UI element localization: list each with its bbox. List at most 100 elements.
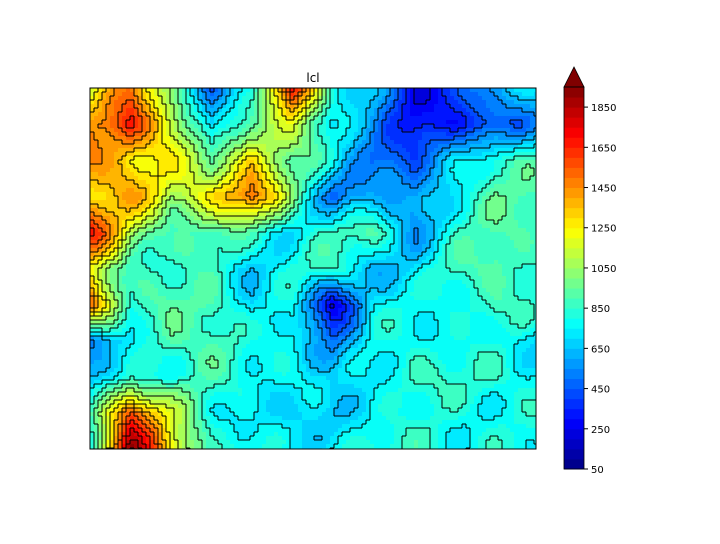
contour-cell [234,444,262,448]
contour-cell [474,128,482,132]
contour-cell [522,352,536,356]
contour-cell [114,296,118,300]
contour-cell [278,164,282,168]
contour-cell [102,336,110,340]
contour-cell [98,292,102,296]
contour-cell [118,372,126,376]
contour-cell [382,96,386,100]
contour-cell [170,424,174,428]
contour-cell [366,436,394,440]
contour-cell [394,320,402,324]
contour-cell [266,96,270,100]
contour-cell [358,124,366,128]
contour-cell [434,228,438,232]
contour-cell [330,164,334,168]
contour-cell [186,364,194,368]
contour-cell [450,328,470,332]
contour-cell [506,204,514,208]
contour-cell [394,100,398,104]
contour-cell [194,420,202,424]
contour-cell [266,108,270,112]
contour-cell [234,144,242,148]
contour-cell [202,328,234,332]
contour-cell [226,104,234,108]
contour-cell [326,316,330,320]
contour-cell [294,104,298,108]
contour-cell [270,172,274,176]
contour-cell [106,440,110,444]
contour-cell [230,296,234,300]
contour-cell [442,224,446,228]
contour-cell [254,104,258,108]
contour-cell [178,116,182,120]
contour-cell [182,120,186,124]
contour-cell [302,188,306,192]
contour-cell [282,128,294,132]
contour-cell [130,244,134,248]
contour-cell [126,368,158,372]
contour-cell [186,184,218,188]
contour-cell [218,376,230,380]
contour-cell [150,92,154,96]
contour-cell [302,288,306,292]
contour-cell [306,256,338,260]
contour-cell [110,272,118,276]
contour-cell [374,396,382,400]
contour-cell [346,92,378,96]
contour-cell [230,260,242,264]
contour-cell [238,384,258,388]
contour-cell [290,184,294,188]
contour-cell [154,156,178,160]
contour-cell [194,176,202,180]
contour-cell [346,316,350,320]
contour-cell [146,424,150,428]
contour-cell [370,104,378,108]
contour-cell [338,92,346,96]
contour-cell [530,124,536,128]
contour-cell [374,140,382,144]
contour-cell [114,156,122,160]
contour-cell [106,220,110,224]
contour-cell [174,432,178,436]
contour-cell [318,184,322,188]
contour-cell [182,328,190,332]
contour-cell [386,240,394,244]
contour-cell [290,248,298,252]
contour-cell [106,288,110,292]
contour-cell [534,132,536,136]
contour-cell [326,340,342,344]
contour-cell [102,356,110,360]
contour-cell [266,120,270,124]
contour-cell [418,268,426,272]
contour-cell [270,188,274,192]
contour-cell [118,116,122,120]
contour-cell [90,436,94,440]
contour-cell [102,332,126,336]
contour-cell [214,88,218,92]
contour-cell [174,196,186,200]
contour-cell [294,112,298,116]
contour-cell [230,160,234,164]
contour-cell [130,428,134,432]
contour-cell [294,184,298,188]
contour-cell [530,300,536,304]
contour-cell [326,288,338,292]
contour-cell [182,100,186,104]
contour-cell [298,112,302,116]
contour-cell [366,304,370,308]
contour-cell [130,360,162,364]
contour-cell [154,212,158,216]
contour-cell [306,344,314,348]
contour-cell [386,380,402,384]
contour-cell [278,92,282,96]
contour-cell [238,300,250,304]
contour-cell [154,120,158,124]
contour-cell [294,220,306,224]
contour-cell [310,292,314,296]
contour-cell [146,116,150,120]
contour-cell [354,328,358,332]
contour-cell [114,164,122,168]
contour-cell [122,436,126,440]
contour-cell [462,196,470,200]
contour-cell [418,312,434,316]
